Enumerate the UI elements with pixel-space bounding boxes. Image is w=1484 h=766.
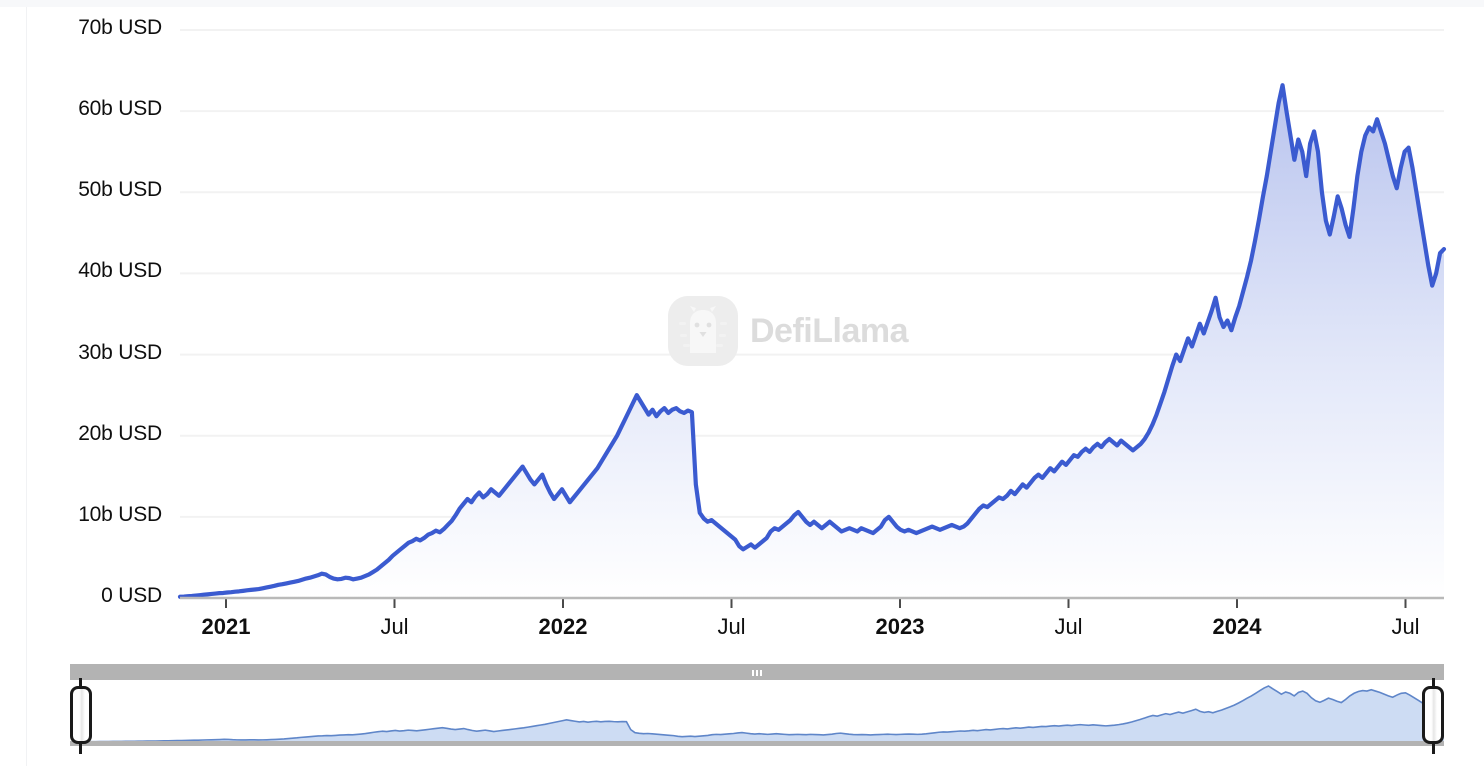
y-axis-tick-label: 70b USD	[78, 16, 162, 39]
x-axis-tick-label: 2024	[1212, 614, 1262, 639]
card-left-edge	[26, 7, 27, 766]
chart-area-fill	[180, 85, 1444, 599]
range-mini-line	[69, 685, 1445, 743]
range-brush-baseline	[70, 741, 1444, 746]
range-drag-bar[interactable]	[70, 664, 1444, 680]
chart-line	[177, 83, 1447, 599]
range-brush-body[interactable]	[69, 680, 1445, 743]
y-axis-tick-label: 10b USD	[78, 502, 162, 526]
y-axis-tick-label: 0 USD	[101, 584, 162, 607]
x-axis-tick-label: 2022	[538, 614, 588, 639]
range-mini-area	[70, 686, 1444, 742]
top-edge-strip	[0, 0, 1484, 7]
chart-x-tickmarks	[225, 598, 1407, 608]
range-start-handle[interactable]	[70, 686, 92, 744]
y-axis-tick-label: 30b USD	[78, 340, 162, 364]
x-axis-tick-label: 2021	[201, 614, 251, 639]
x-axis-tick-label: 2023	[875, 614, 925, 639]
range-brush[interactable]	[69, 664, 1445, 754]
x-axis-tick-label: Jul	[717, 614, 746, 639]
x-axis-tick-label: Jul	[380, 614, 409, 639]
y-axis-tick-label: 50b USD	[78, 178, 162, 202]
x-axis-tick-label: Jul	[1054, 614, 1083, 639]
range-end-handle[interactable]	[1422, 686, 1444, 744]
range-drag-grip-icon[interactable]	[752, 670, 762, 676]
y-axis-tick-label: 60b USD	[78, 97, 162, 121]
x-axis-tick-label: Jul	[1391, 614, 1420, 639]
y-axis-tick-label: 20b USD	[78, 421, 162, 445]
y-axis-tick-label: 40b USD	[78, 259, 162, 283]
range-mini-chart	[69, 685, 1445, 743]
